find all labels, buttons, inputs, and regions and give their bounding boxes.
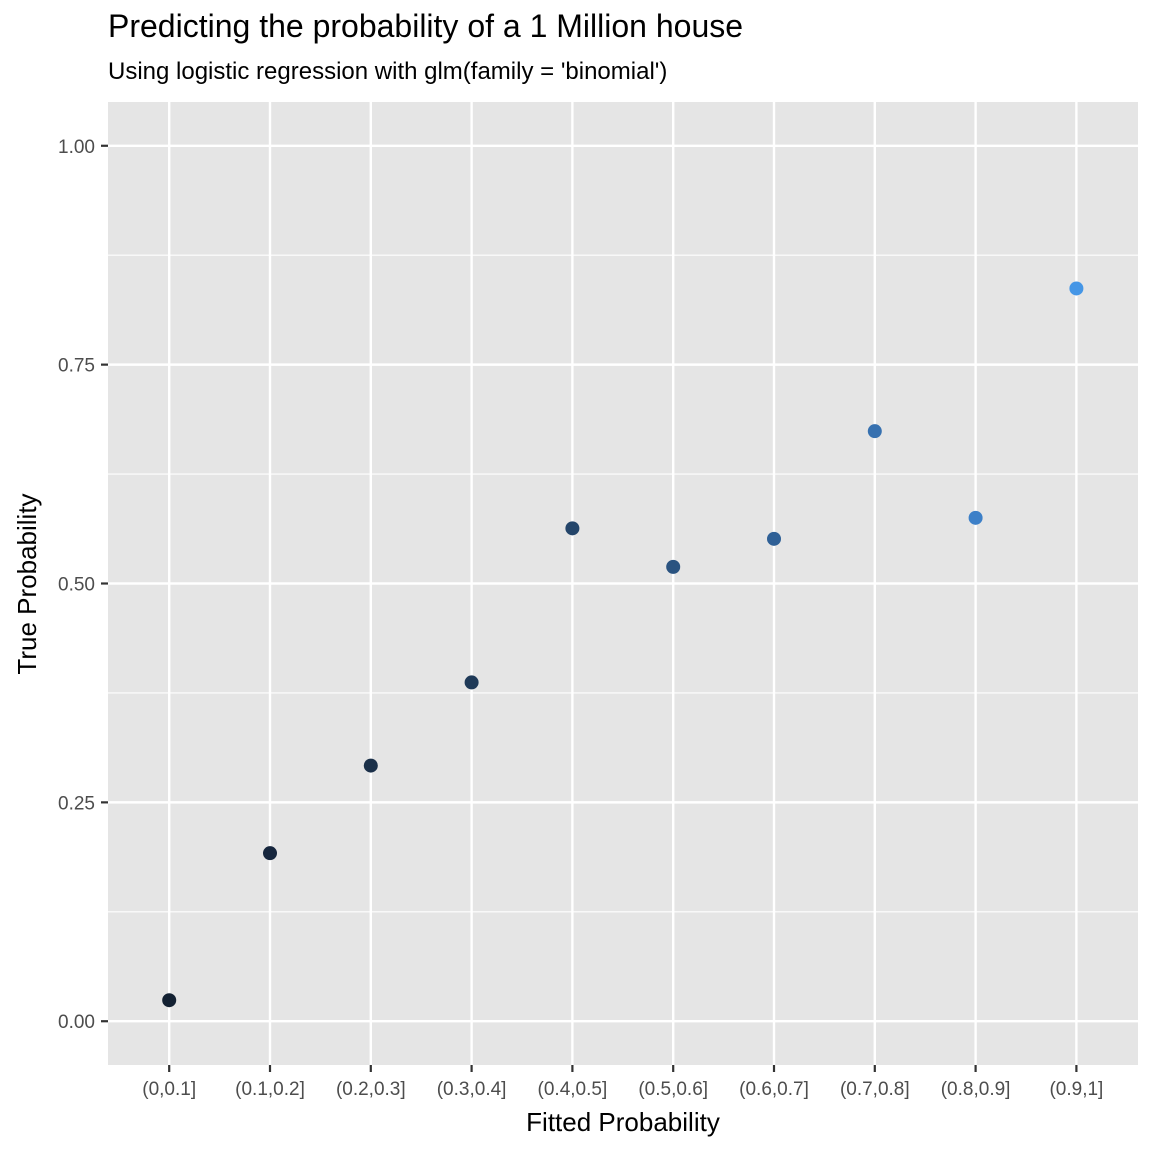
data-point <box>162 993 177 1008</box>
x-tick-label: (0.8,0.9] <box>941 1079 1011 1100</box>
data-points <box>162 281 1084 1008</box>
x-tick-label: (0,0.1] <box>142 1079 196 1100</box>
x-tick-label: (0.3,0.4] <box>437 1079 507 1100</box>
x-tick-label: (0.6,0.7] <box>739 1079 809 1100</box>
x-axis-ticks: (0,0.1] (0.1,0.2] (0.2,0.3] (0.3,0.4] (0.4,0… <box>142 1065 1103 1100</box>
data-point <box>1069 281 1084 296</box>
x-tick-label: (0.4,0.5] <box>538 1079 608 1100</box>
data-point <box>666 559 681 574</box>
x-tick-label: (0.2,0.3] <box>336 1079 406 1100</box>
y-tick-label: 0.50 <box>58 575 95 596</box>
data-point <box>767 531 781 546</box>
major-gridlines <box>108 102 1138 1065</box>
y-axis-ticks: 0.00 0.25 0.50 0.75 1.00 <box>58 137 108 1033</box>
y-tick-label: 0.25 <box>58 793 95 814</box>
y-tick-label: 0.00 <box>58 1012 95 1033</box>
y-axis-title: True Probability <box>12 493 42 674</box>
x-tick-label: (0.9,1] <box>1049 1079 1103 1100</box>
chart-title: Predicting the probability of a 1 Millio… <box>108 8 744 44</box>
y-tick-label: 0.75 <box>58 356 95 377</box>
data-point <box>968 510 983 525</box>
data-point <box>464 675 479 690</box>
x-tick-label: (0.7,0.8] <box>840 1079 910 1100</box>
data-point <box>565 521 580 536</box>
data-point <box>363 758 378 773</box>
x-tick-label: (0.5,0.6] <box>638 1079 708 1100</box>
y-tick-label: 1.00 <box>58 137 95 158</box>
x-tick-label: (0.1,0.2] <box>235 1079 305 1100</box>
minor-gridlines <box>108 254 1138 913</box>
x-axis-title: Fitted Probability <box>526 1107 720 1137</box>
data-point <box>263 846 277 861</box>
data-point <box>867 424 882 439</box>
chart-subtitle: Using logistic regression with glm(famil… <box>108 58 668 85</box>
